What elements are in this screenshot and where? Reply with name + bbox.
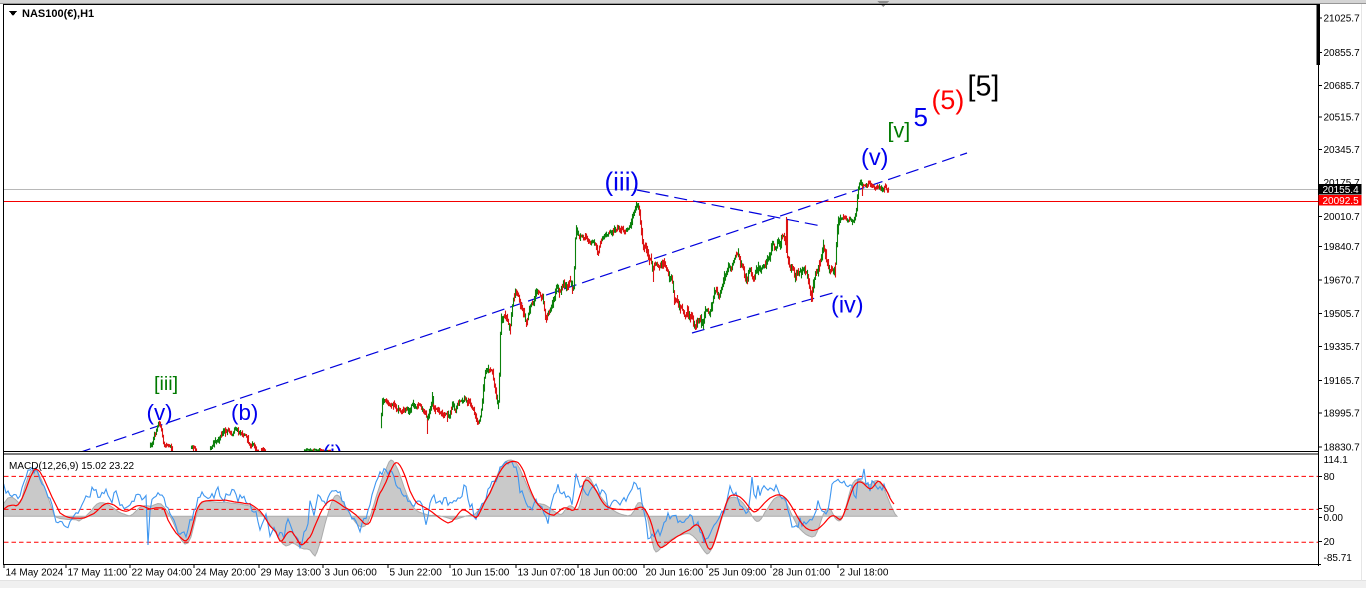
svg-text:20: 20 xyxy=(1324,537,1336,548)
svg-text:(iv): (iv) xyxy=(831,292,864,318)
svg-text:20345.7: 20345.7 xyxy=(1324,145,1361,156)
svg-text:(i): (i) xyxy=(323,441,343,466)
svg-text:50: 50 xyxy=(1324,504,1336,515)
svg-text:10 Jun 15:00: 10 Jun 15:00 xyxy=(452,568,510,579)
svg-text:18995.7: 18995.7 xyxy=(1324,409,1361,420)
svg-text:18830.7: 18830.7 xyxy=(1324,442,1361,453)
svg-text:(iii): (iii) xyxy=(605,167,640,197)
svg-text:18 Jun 00:00: 18 Jun 00:00 xyxy=(580,568,638,579)
svg-text:21025.7: 21025.7 xyxy=(1324,13,1361,24)
svg-text:20 Jun 16:00: 20 Jun 16:00 xyxy=(646,568,704,579)
svg-text:22 May 04:00: 22 May 04:00 xyxy=(132,568,193,579)
svg-text:20155.4: 20155.4 xyxy=(1323,185,1360,196)
svg-text:19335.7: 19335.7 xyxy=(1324,342,1361,353)
svg-text:5 Jun 22:00: 5 Jun 22:00 xyxy=(390,568,443,579)
svg-text:20175.7: 20175.7 xyxy=(1324,178,1361,189)
svg-text:-85.71: -85.71 xyxy=(1324,553,1353,564)
svg-text:[5]: [5] xyxy=(968,71,1000,103)
svg-text:25 Jun 09:00: 25 Jun 09:00 xyxy=(709,568,767,579)
svg-text:(b): (b) xyxy=(231,400,258,425)
svg-text:20855.7: 20855.7 xyxy=(1324,48,1361,59)
svg-text:0.00: 0.00 xyxy=(1324,513,1344,524)
svg-text:[iii]: [iii] xyxy=(154,373,178,395)
svg-text:(v): (v) xyxy=(147,400,173,425)
svg-text:20685.7: 20685.7 xyxy=(1324,81,1361,92)
svg-text:20092.5: 20092.5 xyxy=(1323,196,1360,207)
svg-text:28 Jun 01:00: 28 Jun 01:00 xyxy=(773,568,831,579)
svg-text:14 May 2024: 14 May 2024 xyxy=(6,568,64,579)
svg-text:24 May 20:00: 24 May 20:00 xyxy=(196,568,257,579)
svg-text:19670.7: 19670.7 xyxy=(1324,276,1361,287)
svg-text:20010.7: 20010.7 xyxy=(1324,212,1361,223)
svg-text:17 May 11:00: 17 May 11:00 xyxy=(68,568,128,579)
svg-text:19840.7: 19840.7 xyxy=(1324,242,1361,253)
svg-text:(v): (v) xyxy=(861,144,888,170)
svg-text:(5): (5) xyxy=(932,85,965,115)
svg-text:[v]: [v] xyxy=(888,119,911,143)
svg-text:5: 5 xyxy=(914,102,928,132)
svg-text:19505.7: 19505.7 xyxy=(1324,309,1361,320)
svg-text:MACD(12,26,9) 15.02 23.22: MACD(12,26,9) 15.02 23.22 xyxy=(9,461,135,472)
svg-text:13 Jun 07:00: 13 Jun 07:00 xyxy=(518,568,576,579)
svg-text:29 May 13:00: 29 May 13:00 xyxy=(261,568,322,579)
svg-text:20515.7: 20515.7 xyxy=(1324,113,1361,124)
svg-text:114.1: 114.1 xyxy=(1324,455,1349,466)
svg-text:80: 80 xyxy=(1324,472,1336,483)
svg-text:3 Jun 06:00: 3 Jun 06:00 xyxy=(325,568,378,579)
svg-text:2 Jul 18:00: 2 Jul 18:00 xyxy=(840,568,889,579)
svg-text:19165.7: 19165.7 xyxy=(1324,376,1361,387)
svg-text:NAS100(€),H1: NAS100(€),H1 xyxy=(22,8,94,20)
